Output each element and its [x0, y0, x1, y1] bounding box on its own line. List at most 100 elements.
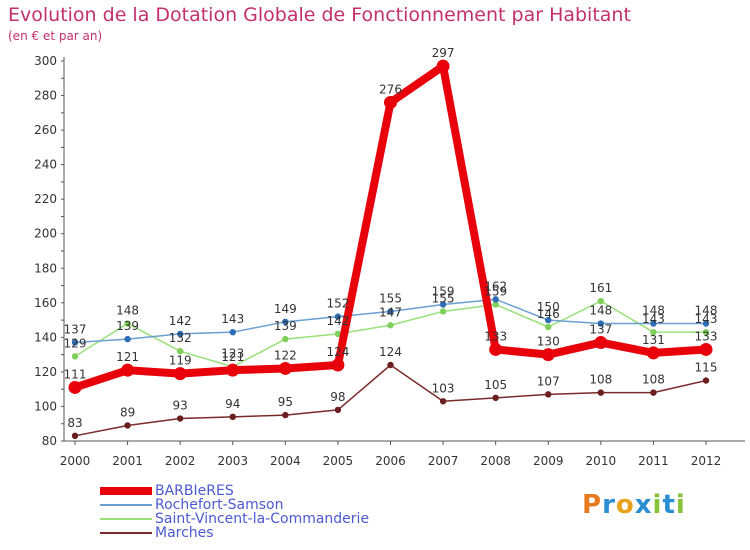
data-point [282, 318, 289, 326]
y-tick-label: 200 [34, 227, 57, 241]
chart-subtitle: (en € et par an) [8, 29, 103, 43]
data-label: 98 [330, 390, 345, 404]
data-point [597, 389, 605, 396]
data-label: 133 [484, 329, 507, 343]
x-tick-label: 2002 [165, 454, 196, 468]
legend-label-rochefort-samson: Rochefort-Samson [155, 497, 284, 513]
data-point [387, 361, 394, 369]
logo-letter: i [652, 490, 663, 520]
data-point [387, 308, 394, 315]
data-label: 95 [278, 395, 293, 409]
x-tick-label: 2004 [270, 454, 301, 468]
y-tick-label: 260 [34, 123, 57, 137]
data-label: 83 [67, 416, 82, 430]
data-label: 130 [537, 335, 560, 349]
data-label: 123 [221, 347, 244, 361]
data-label: 94 [225, 397, 240, 411]
logo-letter: P [582, 490, 603, 520]
data-label: 142 [169, 314, 192, 328]
data-point [439, 301, 447, 308]
logo-letter: o [615, 490, 635, 520]
data-point [384, 95, 397, 109]
chart-title: Evolution de la Dotation Globale de Fonc… [8, 4, 631, 26]
data-point [545, 391, 552, 398]
data-label: 143 [221, 312, 244, 326]
data-label: 161 [589, 281, 612, 295]
data-point [173, 367, 187, 381]
data-label: 122 [274, 348, 297, 362]
data-label: 143 [695, 312, 718, 326]
data-label: 139 [116, 319, 139, 333]
data-label: 297 [432, 46, 455, 60]
data-point [489, 342, 503, 356]
y-tick-label: 220 [34, 192, 57, 206]
y-tick-label: 140 [34, 330, 57, 344]
data-label: 148 [589, 304, 612, 318]
logo-letter: x [634, 490, 653, 520]
data-point [594, 336, 608, 350]
data-point [71, 432, 79, 440]
data-point [71, 353, 79, 360]
data-label: 149 [274, 302, 297, 316]
legend-swatch-barbieres [100, 487, 152, 495]
data-point [282, 335, 289, 343]
y-tick-label: 100 [34, 399, 57, 413]
data-point [176, 347, 184, 355]
data-label: 129 [64, 336, 87, 350]
data-label: 137 [64, 323, 87, 337]
legend-swatch-saint-vincent [100, 518, 152, 520]
x-tick-label: 2008 [480, 454, 511, 468]
data-point [541, 348, 555, 362]
y-tick-label: 240 [34, 158, 57, 172]
data-point [702, 320, 710, 327]
data-point [71, 339, 79, 346]
data-point [229, 413, 236, 421]
data-label: 89 [120, 405, 135, 419]
data-point [702, 377, 710, 384]
data-label: 121 [116, 350, 139, 364]
y-tick-label: 120 [34, 365, 57, 379]
data-label: 148 [642, 304, 665, 318]
data-point [334, 313, 342, 320]
data-label: 137 [589, 323, 612, 337]
data-point [492, 296, 499, 303]
data-label: 139 [274, 319, 297, 333]
data-point [121, 363, 135, 377]
x-tick-label: 2006 [375, 454, 406, 468]
data-point [334, 330, 342, 338]
data-point [229, 328, 236, 336]
data-point [439, 398, 447, 405]
legend-swatch-rochefort-samson [100, 504, 152, 506]
data-point [545, 323, 552, 331]
x-tick-label: 2005 [323, 454, 354, 468]
data-label: 124 [326, 345, 349, 359]
data-point [545, 316, 552, 324]
legend-swatch-marches [100, 532, 152, 534]
data-label: 108 [642, 373, 665, 387]
y-tick-label: 160 [34, 296, 57, 310]
data-point [282, 411, 289, 419]
data-label: 147 [379, 305, 402, 319]
legend-label-barbieres: BARBIeRES [155, 483, 234, 499]
data-label: 103 [432, 381, 455, 395]
data-point [124, 422, 131, 429]
data-point [492, 394, 499, 402]
data-label: 148 [695, 304, 718, 318]
data-label: 121 [221, 350, 244, 364]
data-point [597, 297, 605, 305]
legend-label-marches: Marches [155, 525, 214, 541]
data-label: 162 [484, 279, 507, 293]
data-point [439, 308, 447, 315]
data-label: 152 [326, 297, 349, 311]
x-tick-label: 2003 [217, 454, 248, 468]
data-label: 93 [173, 399, 188, 413]
data-point [646, 346, 660, 360]
y-tick-label: 180 [34, 261, 57, 275]
x-tick-label: 2011 [638, 454, 669, 468]
data-point [650, 328, 657, 336]
data-label: 108 [589, 373, 612, 387]
x-tick-label: 2012 [691, 454, 722, 468]
data-point [492, 301, 499, 308]
data-point [650, 389, 657, 396]
data-point [124, 320, 131, 327]
